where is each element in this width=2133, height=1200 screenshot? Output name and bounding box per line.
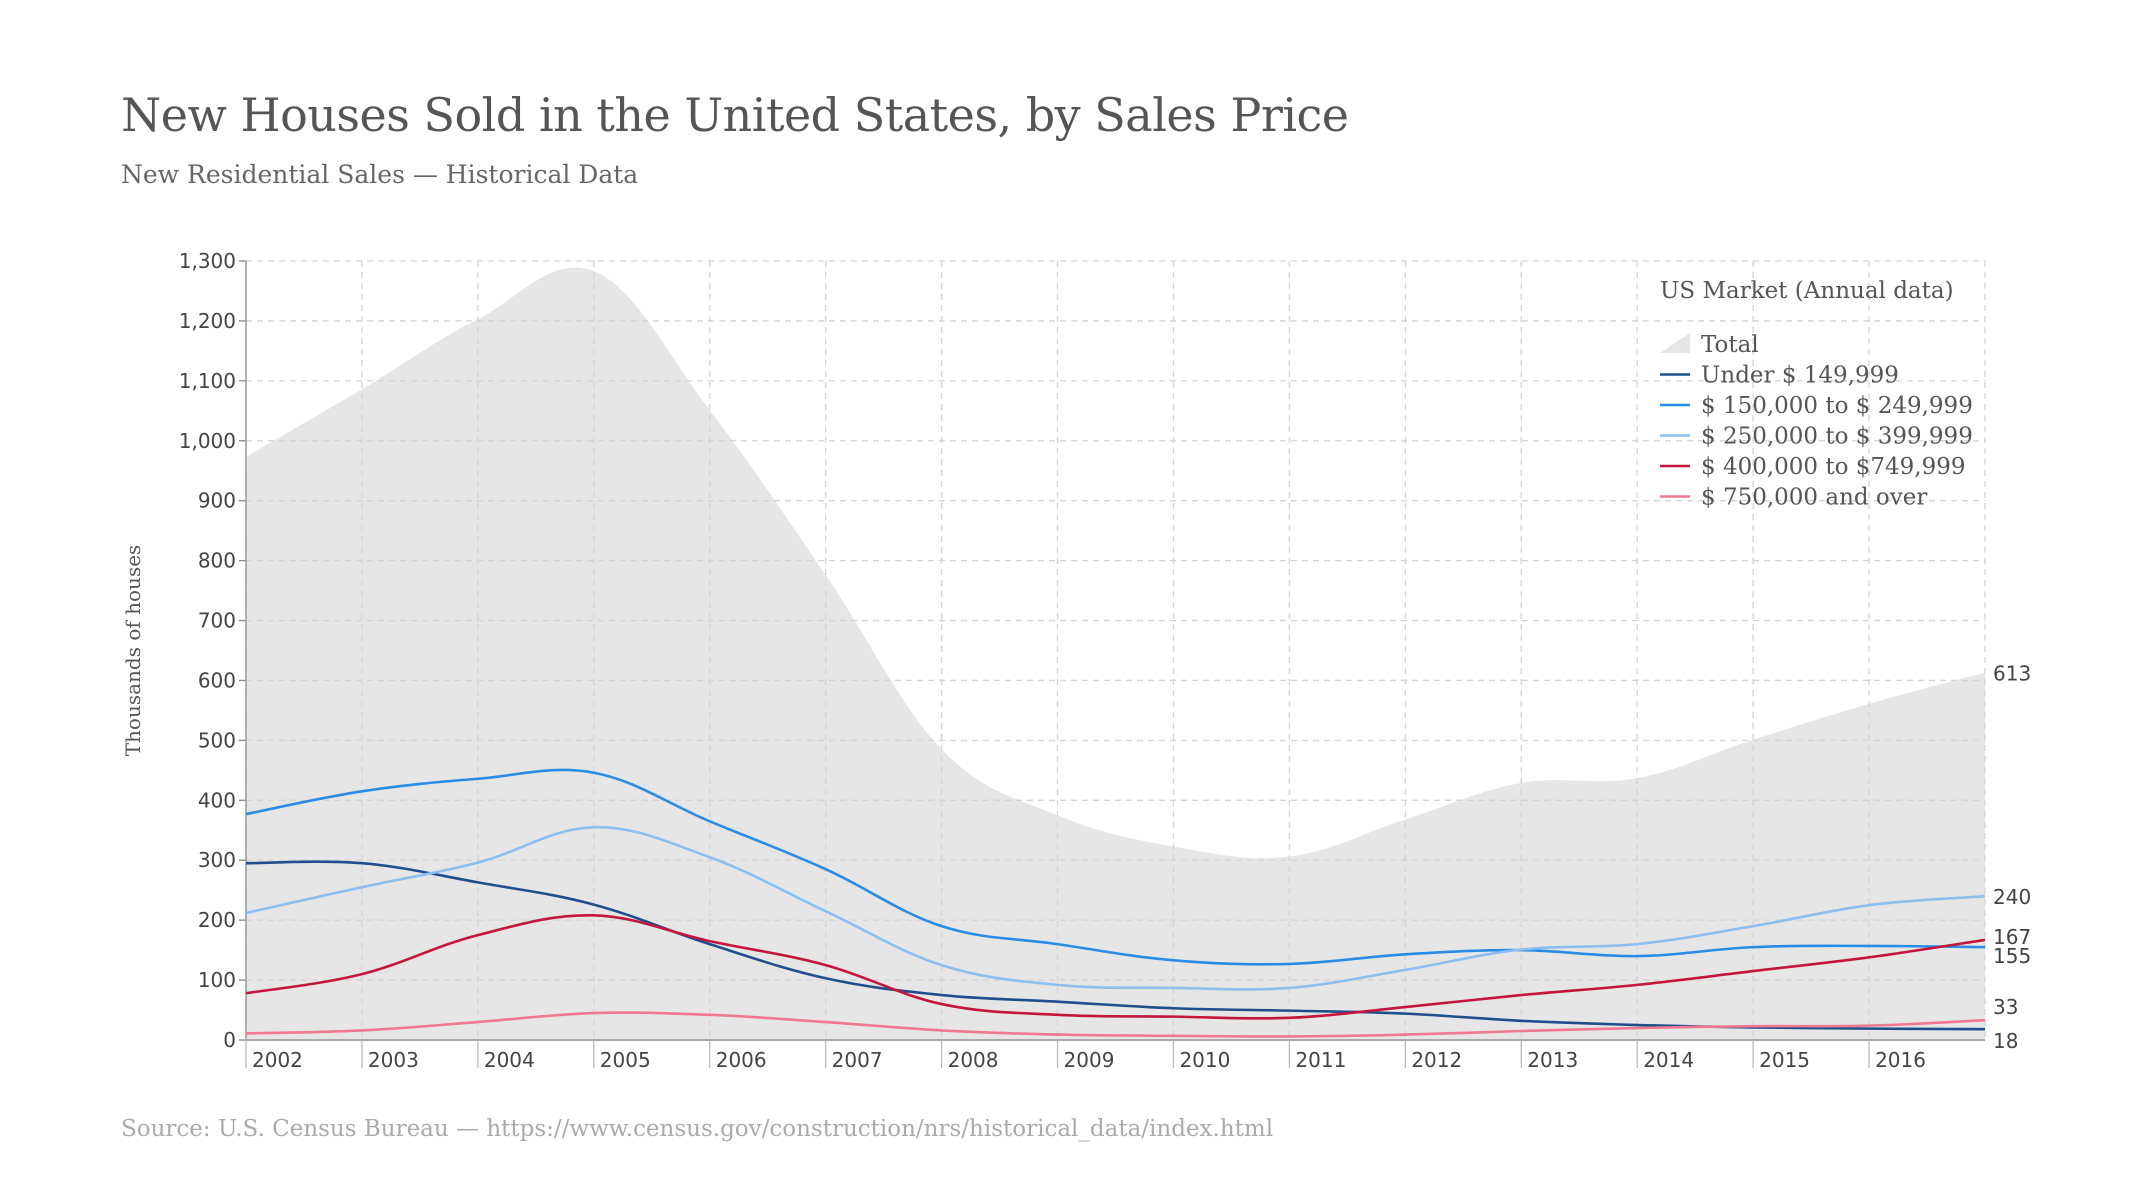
end-value-label: 167	[1993, 925, 2031, 949]
x-tick-label: 2013	[1527, 1048, 1578, 1072]
y-tick-label: 200	[198, 908, 236, 932]
source-note: Source: U.S. Census Bureau — https://www…	[121, 1116, 1274, 1142]
legend-title: US Market (Annual data)	[1660, 278, 1954, 304]
end-value-label: 18	[1993, 1029, 2018, 1053]
legend-item-label: $ 400,000 to $749,999	[1701, 454, 1966, 480]
y-tick-label: 1,300	[179, 249, 236, 273]
x-tick-label: 2012	[1411, 1048, 1462, 1072]
y-tick-label: 1,000	[179, 429, 236, 453]
legend-item-label: $ 750,000 and over	[1701, 485, 1927, 511]
legend-item-label: $ 150,000 to $ 249,999	[1701, 393, 1973, 419]
legend-item-label: Under $ 149,999	[1701, 363, 1899, 389]
y-tick-label: 700	[198, 609, 236, 633]
y-tick-label: 1,200	[179, 309, 236, 333]
y-tick-label: 300	[198, 848, 236, 872]
series-line-150-000-to-249-999	[245, 768, 1986, 966]
series-line-400-000-to-749-999	[245, 914, 1986, 1020]
x-tick-label: 2002	[252, 1048, 303, 1072]
x-tick-label: 2005	[600, 1048, 651, 1072]
end-value-label: 33	[1993, 995, 2018, 1019]
legend-item-label: $ 250,000 to $ 399,999	[1701, 424, 1973, 450]
x-tick-label: 2006	[716, 1048, 767, 1072]
y-tick-label: 0	[223, 1028, 236, 1052]
end-value-label: 155	[1993, 944, 2031, 968]
x-tick-label: 2009	[1064, 1048, 1115, 1072]
chart-title: New Houses Sold in the United States, by…	[121, 88, 1349, 142]
x-tick-label: 2007	[832, 1048, 883, 1072]
x-tick-label: 2004	[484, 1048, 535, 1072]
series-line-750-000-and-over	[245, 1011, 1986, 1038]
x-tick-label: 2016	[1875, 1048, 1926, 1072]
x-tick-label: 2008	[948, 1048, 999, 1072]
y-tick-label: 600	[198, 668, 236, 692]
x-tick-label: 2010	[1179, 1048, 1230, 1072]
y-tick-label: 1,100	[179, 369, 236, 393]
y-tick-label: 800	[198, 549, 236, 573]
x-tick-label: 2003	[368, 1048, 419, 1072]
end-value-label: 613	[1993, 662, 2031, 686]
y-tick-label: 500	[198, 728, 236, 752]
y-tick-label: 100	[198, 968, 236, 992]
series-line-250-000-to-399-999	[245, 825, 1986, 991]
y-axis-label: Thousands of houses	[121, 545, 145, 757]
end-value-label: 240	[1993, 885, 2031, 909]
chart-subtitle: New Residential Sales — Historical Data	[121, 160, 639, 189]
legend-item-label: Total	[1701, 332, 1759, 358]
y-tick-label: 900	[198, 489, 236, 513]
legend-swatch-area	[1660, 333, 1690, 353]
x-tick-label: 2015	[1759, 1048, 1810, 1072]
x-tick-label: 2011	[1295, 1048, 1346, 1072]
x-tick-label: 2014	[1643, 1048, 1694, 1072]
y-tick-label: 400	[198, 788, 236, 812]
